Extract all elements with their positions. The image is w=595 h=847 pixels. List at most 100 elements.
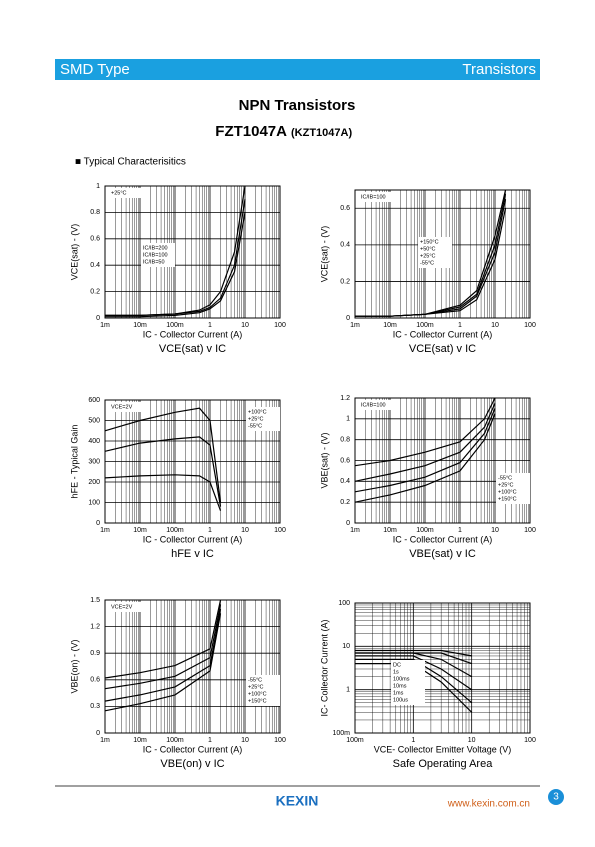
y-tick-label: 0.4 xyxy=(90,262,100,269)
y-tick-label: 500 xyxy=(88,417,100,424)
y-tick-label: 1.2 xyxy=(90,623,100,630)
x-axis-label: IC - Collector Current (A) xyxy=(143,329,243,339)
header-right: Transistors xyxy=(462,61,536,78)
series-line xyxy=(355,649,472,657)
y-tick-label: 400 xyxy=(88,438,100,445)
legend-entry: +150°C xyxy=(420,239,439,245)
x-tick-label: 1m xyxy=(100,527,110,534)
x-tick-label: 100 xyxy=(274,322,286,329)
chart: 100m 1 10 100 100m 1 10 100 VCE- Collector Emitt… xyxy=(319,600,536,770)
y-tick-label: 0 xyxy=(96,730,100,737)
x-tick-label: 100 xyxy=(274,737,286,744)
x-tick-label: 10 xyxy=(241,527,249,534)
y-tick-label: 1.2 xyxy=(340,395,350,402)
series-line xyxy=(105,212,246,318)
x-tick-label: 10m xyxy=(383,527,397,534)
series-line xyxy=(104,613,222,712)
legend-entry: 1ms xyxy=(393,690,404,696)
x-tick-label: 100m xyxy=(166,737,184,744)
annotation: IC/IB=100 xyxy=(361,194,386,200)
legend-entry: +100°C xyxy=(248,691,267,697)
series-line xyxy=(104,604,222,690)
series-line xyxy=(355,663,473,713)
y-tick-label: 0 xyxy=(96,520,100,527)
annotation-box xyxy=(359,192,399,202)
annotation: +25°C xyxy=(111,190,127,196)
legend-box xyxy=(496,473,530,504)
section-title: ■ Typical Characterisitics xyxy=(75,157,186,168)
x-tick-label: 10m xyxy=(133,527,147,534)
x-tick-label: 1m xyxy=(100,737,110,744)
page-title: NPN Transistors xyxy=(239,97,356,114)
x-axis-label: VCE- Collector Emitter Voltage (V) xyxy=(374,744,512,754)
annotation-box xyxy=(359,400,399,410)
y-tick-label: 10 xyxy=(342,643,350,650)
y-tick-label: 1 xyxy=(96,183,100,190)
x-tick-label: 1 xyxy=(208,527,212,534)
x-tick-label: 1 xyxy=(458,322,462,329)
series-line xyxy=(355,658,473,704)
x-tick-label: 1 xyxy=(208,737,212,744)
part-number: FZT1047A xyxy=(215,123,287,140)
y-tick-label: 0.4 xyxy=(340,242,350,249)
y-tick-label: 0 xyxy=(96,315,100,322)
y-tick-label: 0.8 xyxy=(90,209,100,216)
y-tick-label: 0.2 xyxy=(340,499,350,506)
x-tick-label: 1m xyxy=(350,322,360,329)
legend-entry: DC xyxy=(393,662,401,668)
x-axis-label: IC - Collector Current (A) xyxy=(393,329,493,339)
chart-title: hFE v IC xyxy=(171,548,214,560)
legend-entry: IC/IB=100 xyxy=(143,252,168,258)
plot-area xyxy=(354,602,531,734)
legend-entry: IC/IB=50 xyxy=(143,259,165,265)
x-tick-label: 100m xyxy=(416,322,434,329)
x-tick-label: 100 xyxy=(524,527,536,534)
y-axis-label: VCE(sat) - (V) xyxy=(69,224,79,281)
annotation-box xyxy=(109,602,149,612)
legend-entry: 10ms xyxy=(393,683,407,689)
chart-title: VBE(sat) v IC xyxy=(409,548,476,560)
x-tick-label: 10m xyxy=(133,737,147,744)
legend-entry: +50°C xyxy=(420,246,436,252)
legend-box xyxy=(141,243,175,267)
x-tick-label: 10m xyxy=(383,322,397,329)
plot-area xyxy=(104,185,281,319)
y-tick-label: 1.5 xyxy=(90,597,100,604)
x-tick-label: 10 xyxy=(241,737,249,744)
y-tick-label: 0.2 xyxy=(90,288,100,295)
legend-entry: +25°C xyxy=(248,416,264,422)
x-tick-label: 1 xyxy=(458,527,462,534)
y-tick-label: 200 xyxy=(88,479,100,486)
x-tick-label: 1 xyxy=(208,322,212,329)
y-tick-label: 0.6 xyxy=(340,457,350,464)
series-line xyxy=(104,599,222,679)
y-tick-label: 300 xyxy=(88,458,100,465)
legend-entry: +25°C xyxy=(248,684,264,690)
y-tick-label: 0.9 xyxy=(90,650,100,657)
x-tick-label: 100 xyxy=(524,737,536,744)
chart: 1m 10m 100m 1 10 100 0 0.2 0.4 0.6 0.8 1 1.2 IC - Col… xyxy=(319,395,536,560)
series-line xyxy=(104,608,222,702)
y-tick-label: 1 xyxy=(346,687,350,694)
legend-entry: +100°C xyxy=(248,409,267,415)
series-line xyxy=(355,652,472,665)
y-tick-label: 100m xyxy=(332,730,350,737)
x-tick-label: 100m xyxy=(346,737,364,744)
chart: 1m 10m 100m 1 10 100 0 0.3 0.6 0.9 1.2 1.5 IC - Coll… xyxy=(69,597,286,770)
header-bar xyxy=(55,59,540,80)
legend-entry: IC/IB=200 xyxy=(143,245,168,251)
x-tick-label: 100m xyxy=(166,322,184,329)
legend-entry: -55°C xyxy=(420,260,434,266)
x-tick-label: 10 xyxy=(241,322,249,329)
x-tick-label: 100m xyxy=(166,527,184,534)
y-tick-label: 0 xyxy=(346,520,350,527)
y-tick-label: 0.4 xyxy=(340,478,350,485)
y-tick-label: 1 xyxy=(346,416,350,423)
y-tick-label: 0.8 xyxy=(340,437,350,444)
x-tick-label: 10 xyxy=(468,737,476,744)
x-tick-label: 1m xyxy=(350,527,360,534)
legend-entry: 100us xyxy=(393,697,408,703)
legend-entry: +25°C xyxy=(498,482,514,488)
chart-title: Safe Operating Area xyxy=(393,758,494,770)
